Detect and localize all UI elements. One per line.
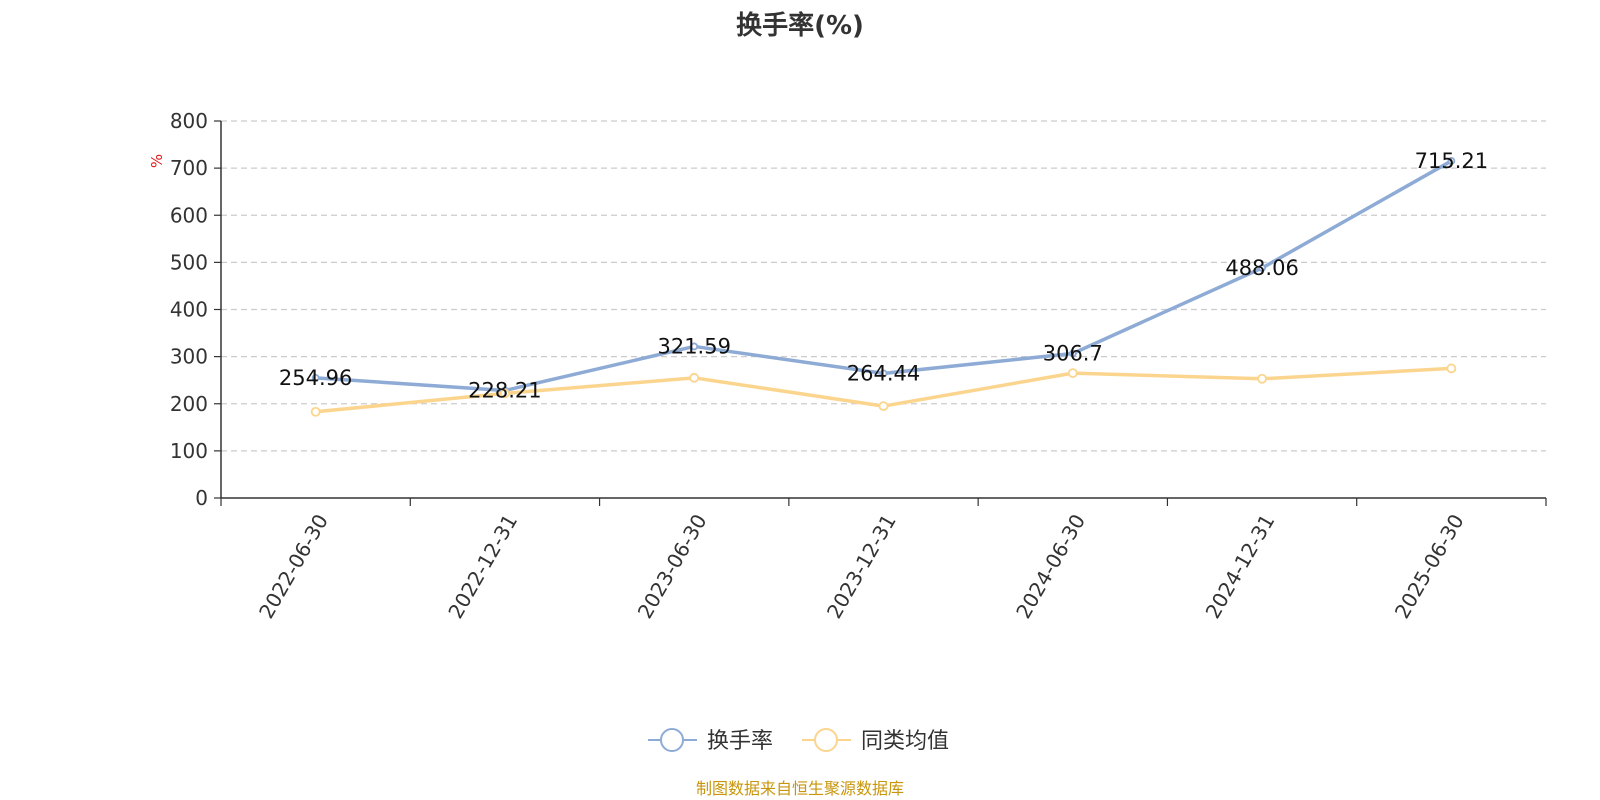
y-axis-unit-label: % [148,154,166,168]
x-tick-label: 2023-12-31 [822,510,901,623]
x-tick-label: 2022-12-31 [443,510,522,623]
data-label-turnover: 264.44 [847,361,920,385]
data-label-turnover: 321.59 [657,334,730,358]
data-point-turnover [690,342,699,351]
data-labels: 254.96 228.21 321.59 264.44 306.7 488.06 715.2… [279,149,1488,402]
data-point-turnover [1068,349,1077,358]
x-tick-label: 2023-06-30 [633,510,712,623]
x-tick-label: 2025-06-30 [1390,510,1469,623]
data-point-peer-average [1067,368,1078,379]
y-tick-label: 500 [170,250,208,274]
data-point-peer-average [878,401,889,412]
grid-lines [221,120,1546,452]
data-point-turnover [311,373,320,382]
data-point-turnover [879,369,888,378]
x-tick-label: 2024-12-31 [1200,510,1279,623]
data-point-turnover [1447,157,1456,165]
data-point-peer-average [1257,373,1267,384]
y-tick-label: 800 [170,109,208,133]
data-point-turnover [1258,264,1266,272]
data-label-turnover: 488.06 [1225,256,1298,280]
data-label-turnover: 306.7 [1043,341,1103,365]
y-tick-label: 0 [195,486,208,510]
legend-item-peer-average[interactable]: 同类均值 [802,728,949,754]
legend-marker-turnover-icon [660,728,684,752]
data-label-turnover: 715.21 [1415,149,1488,173]
legend-item-turnover[interactable]: 换手率 [648,728,773,754]
data-point-peer-average [689,372,700,383]
y-tick-label: 700 [170,156,208,180]
legend-marker-peer-average-icon [814,728,838,752]
y-tick-label: 300 [170,345,208,369]
data-point-peer-average [310,406,321,417]
legend: 换手率 同类均值 [648,728,949,754]
legend-label-peer-average: 同类均值 [861,729,949,754]
y-tick-label: 200 [170,392,208,416]
y-tick-label: 600 [170,203,208,227]
legend-label-turnover: 换手率 [707,729,773,754]
x-tick-label: 2022-06-30 [254,510,333,623]
chart-title: 换手率(%) [736,10,864,41]
data-label-turnover: 254.96 [279,366,352,390]
y-tick-label: 400 [170,298,208,322]
data-point-peer-average [500,388,510,399]
source-note: 制图数据来自恒生聚源数据库 [696,779,904,798]
data-point-peer-average [1446,363,1457,374]
series-lines [310,157,1457,417]
data-label-turnover: 228.21 [468,378,541,402]
x-tick-label: 2024-06-30 [1011,510,1090,623]
y-tick-label: 100 [170,439,208,463]
